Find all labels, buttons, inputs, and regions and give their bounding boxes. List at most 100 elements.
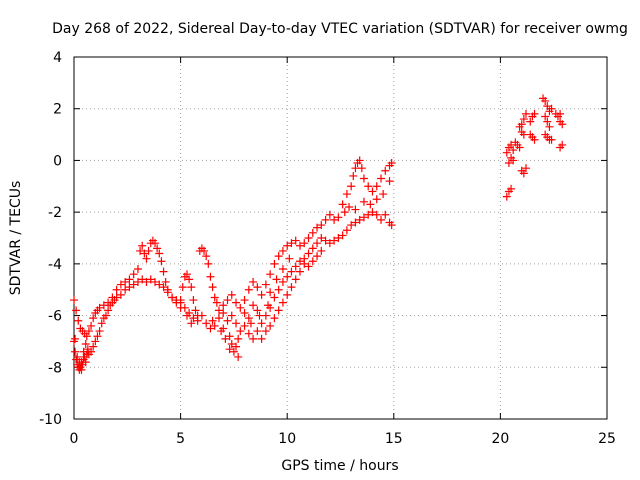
data-point (261, 280, 270, 289)
data-point (295, 257, 304, 266)
data-point (379, 190, 388, 199)
data-point (519, 115, 528, 124)
data-point (133, 265, 142, 274)
data-point (313, 252, 322, 261)
data-point (372, 195, 381, 204)
data-point (351, 218, 360, 227)
data-point (82, 332, 91, 341)
data-point (253, 327, 262, 336)
data-point (526, 117, 535, 126)
data-point (182, 270, 191, 279)
data-point (232, 298, 241, 307)
data-point (270, 259, 279, 268)
data-point (541, 96, 550, 105)
data-point (155, 249, 164, 258)
data-point (257, 290, 266, 299)
data-point (368, 187, 377, 196)
x-tick-label: 10 (278, 431, 296, 447)
data-point (342, 190, 351, 199)
data-point (232, 342, 241, 351)
data-point (163, 285, 172, 294)
data-point (202, 252, 211, 261)
data-point (543, 102, 552, 111)
data-point (70, 296, 78, 305)
data-point (283, 241, 292, 250)
data-point (208, 283, 217, 292)
data-point (212, 298, 221, 307)
data-point (338, 200, 347, 209)
data-point (232, 319, 241, 328)
data-point (321, 215, 330, 224)
data-point (377, 174, 386, 183)
x-tick-label: 0 (70, 431, 79, 447)
data-point (121, 277, 130, 286)
data-point (206, 272, 215, 281)
data-point (530, 135, 539, 144)
data-point (381, 210, 390, 219)
data-point (244, 285, 253, 294)
data-point (95, 327, 104, 336)
data-point (547, 104, 556, 113)
data-point (240, 321, 249, 330)
data-point (545, 122, 554, 131)
data-point (206, 324, 215, 333)
data-point (349, 171, 358, 180)
data-point (266, 270, 275, 279)
data-point (308, 257, 317, 266)
data-point (253, 306, 262, 315)
data-point (264, 301, 273, 310)
data-point (317, 221, 326, 230)
data-point (249, 334, 258, 343)
data-point (125, 275, 134, 284)
data-point (229, 347, 238, 356)
data-point (91, 337, 100, 346)
data-point (75, 358, 84, 367)
data-point (521, 164, 530, 173)
data-point (330, 215, 339, 224)
data-point (116, 290, 125, 299)
data-point (234, 334, 243, 343)
x-tick-label: 20 (491, 431, 509, 447)
data-point (381, 166, 390, 175)
data-point (138, 275, 147, 284)
data-point (221, 334, 230, 343)
data-point (519, 169, 528, 178)
data-point (157, 257, 166, 266)
data-point (291, 262, 300, 271)
data-point (334, 213, 343, 222)
data-point (304, 249, 313, 258)
data-point (71, 334, 80, 343)
data-point (291, 275, 300, 284)
data-point (334, 234, 343, 242)
data-point (300, 259, 309, 268)
data-point (101, 311, 110, 320)
data-point (227, 311, 236, 320)
data-point (146, 275, 155, 284)
data-point (325, 210, 334, 219)
data-point (138, 241, 147, 250)
data-point (136, 246, 145, 255)
data-point (74, 316, 83, 325)
data-point (208, 316, 217, 325)
data-point (200, 246, 209, 255)
y-tick-label: -4 (48, 257, 62, 273)
x-tick-label: 25 (598, 431, 616, 447)
data-point (240, 296, 249, 305)
data-point (89, 314, 98, 323)
data-point (182, 311, 191, 320)
data-point (227, 290, 236, 299)
data-point (187, 283, 196, 292)
data-point (278, 298, 287, 307)
data-point (342, 226, 351, 235)
data-point (89, 342, 98, 351)
data-point (142, 277, 151, 286)
data-point (270, 293, 279, 302)
data-point (359, 174, 368, 183)
data-point (304, 262, 313, 271)
data-point (278, 246, 287, 255)
data-point (176, 303, 185, 312)
data-point (104, 306, 113, 315)
data-point (304, 234, 313, 242)
data-point (368, 208, 377, 217)
data-point (357, 164, 366, 173)
